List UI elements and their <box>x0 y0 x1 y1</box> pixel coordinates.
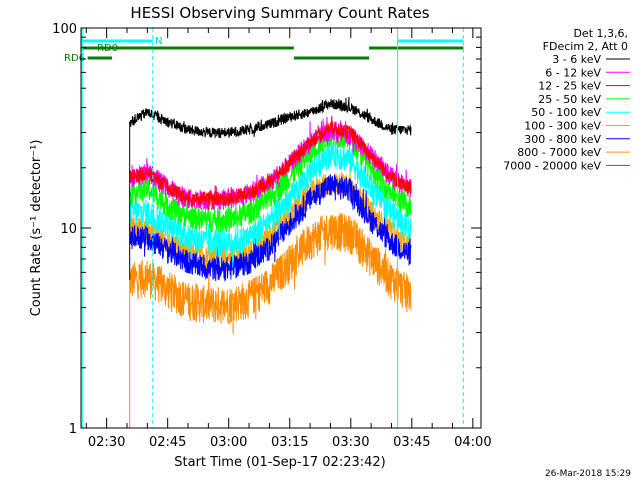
legend-entry-label: 800 - 7000 keV <box>517 146 601 159</box>
series-trace <box>129 138 412 268</box>
x-tick-label: 03:45 <box>393 435 430 450</box>
x-tick-label: 03:15 <box>271 435 308 450</box>
y-tick-label: 100 <box>52 22 77 37</box>
x-tick-label: 02:30 <box>88 435 125 450</box>
legend-entry-label: 3 - 6 keV <box>552 53 601 66</box>
y-axis-label: Count Rate (s⁻¹ detector⁻¹) <box>29 140 44 317</box>
x-tick-label: 03:30 <box>332 435 369 450</box>
x-axis-label: Start Time (01-Sep-17 02:23:42) <box>174 455 385 470</box>
x-axis: 02:30 02:45 03:00 03:15 03:30 03:45 04:00 <box>85 28 492 450</box>
y-tick-label: 1 <box>69 422 77 437</box>
legend-entry-label: 50 - 100 keV <box>531 106 601 119</box>
chart-title: HESSI Observing Summary Count Rates <box>130 4 429 22</box>
legend-entry-label: 25 - 50 keV <box>538 93 601 106</box>
y-axis: 1 10 100 <box>52 22 481 437</box>
flag-rd6-label: RD6 <box>64 53 85 64</box>
legend-entry-label: 7000 - 20000 keV <box>503 159 601 172</box>
legend-entry-label: 12 - 25 keV <box>538 80 601 93</box>
x-tick-label: 03:00 <box>210 435 247 450</box>
plot-timestamp: 26-Mar-2018 15:29 <box>545 469 631 479</box>
series-trace <box>129 96 412 138</box>
x-tick-label: 02:45 <box>149 435 186 450</box>
observing-flags: N RD0 RD6 <box>64 36 464 64</box>
flag-rd0-label: RD0 <box>97 43 118 54</box>
series-traces <box>129 96 412 428</box>
legend-header: FDecim 2, Att 0 <box>543 40 628 53</box>
series-trace <box>129 171 412 273</box>
legend-entry-label: 100 - 300 keV <box>524 120 601 133</box>
legend-entry-label: 300 - 800 keV <box>524 133 601 146</box>
flag-n-label: N <box>155 36 162 47</box>
x-tick-label: 04:00 <box>454 435 491 450</box>
series-trace <box>129 174 412 282</box>
y-tick-label: 10 <box>60 222 77 237</box>
series-trace <box>129 115 412 211</box>
legend-entry-label: 6 - 12 keV <box>545 66 601 79</box>
legend-header: Det 1,3,6, <box>573 27 628 40</box>
series-trace <box>129 213 412 335</box>
